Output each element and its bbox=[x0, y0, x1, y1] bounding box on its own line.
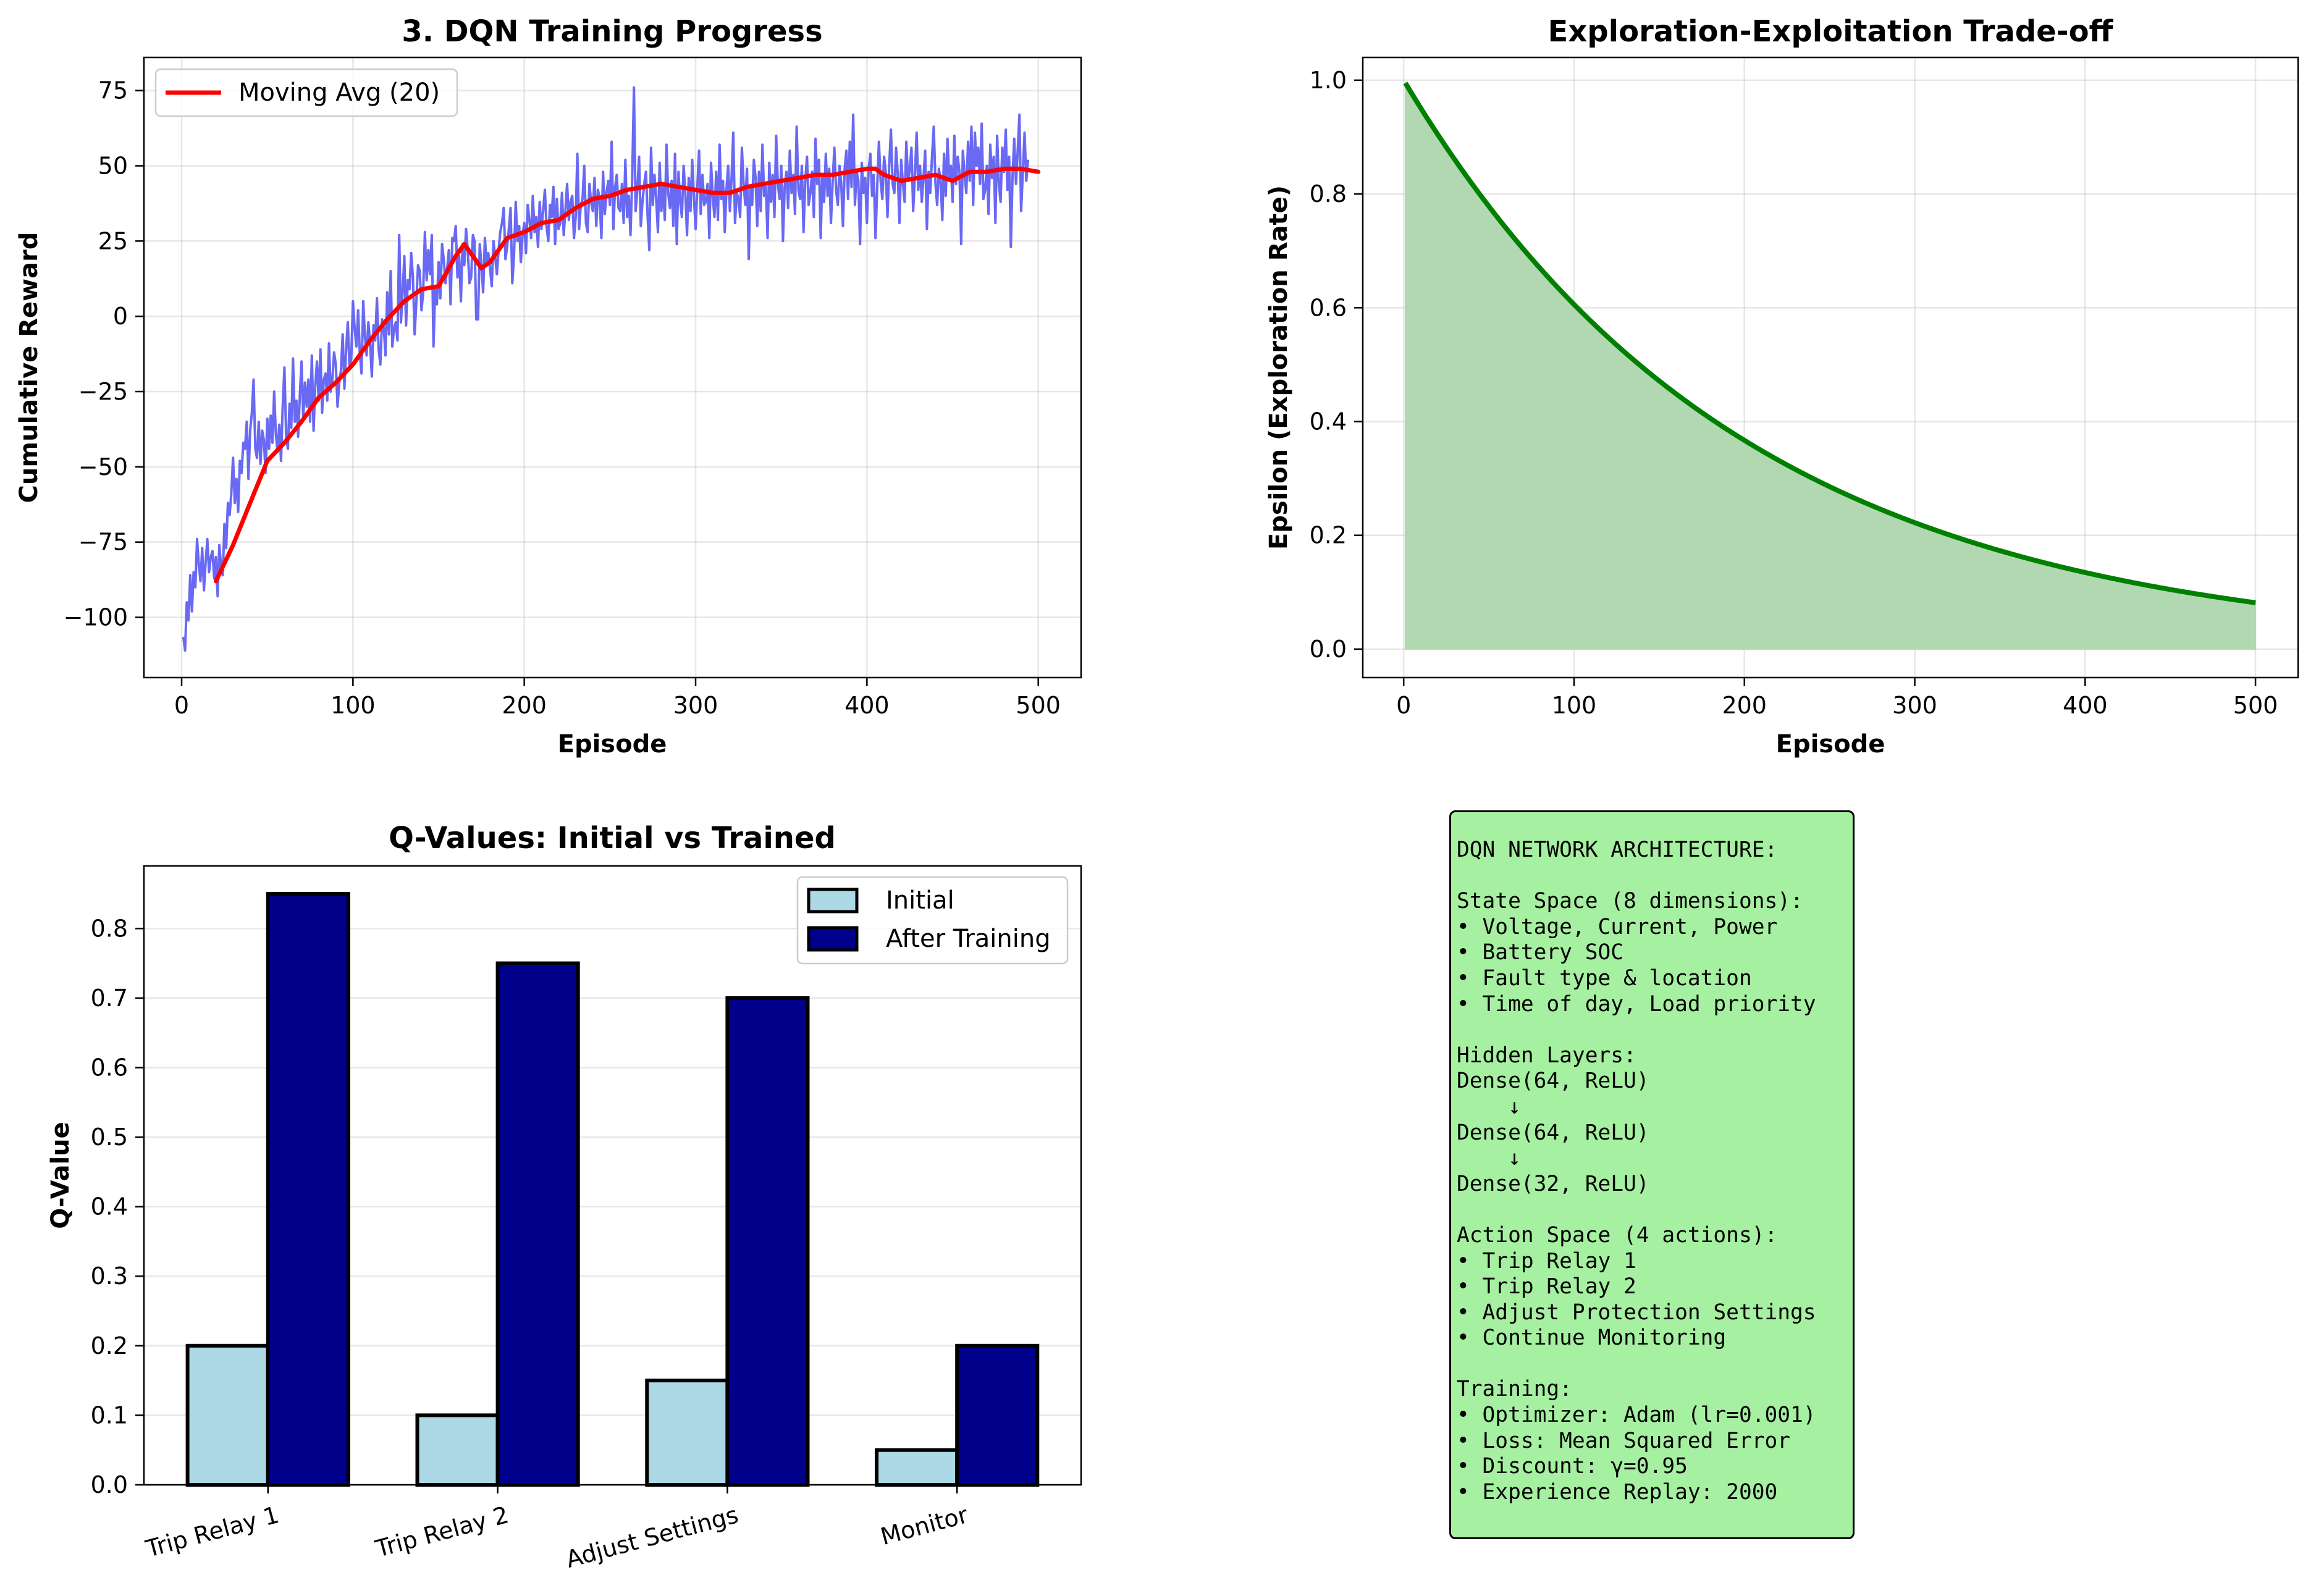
exploration-xtick-label: 100 bbox=[1552, 692, 1597, 719]
exploration-ytick-label: 0.8 bbox=[1310, 180, 1347, 208]
training-progress-ytick-label: −50 bbox=[78, 453, 128, 481]
q-values-ytick-label: 0.0 bbox=[91, 1471, 128, 1498]
after-training-bar bbox=[495, 961, 580, 1487]
training-progress-plot bbox=[182, 86, 1041, 652]
q-values-ytick-label: 0.4 bbox=[91, 1193, 128, 1220]
training-progress-xtick-label: 400 bbox=[844, 692, 890, 719]
initial-bar bbox=[875, 1448, 959, 1487]
after-training-bar bbox=[266, 892, 350, 1487]
moving-avg-line bbox=[214, 166, 1041, 584]
q-values-ytick-label: 0.8 bbox=[91, 915, 128, 942]
legend-after-training-swatch bbox=[807, 926, 859, 952]
q-values-ytick-label: 0.3 bbox=[91, 1262, 128, 1290]
exploration-ytick-label: 0.6 bbox=[1310, 294, 1347, 321]
after-training-bar bbox=[725, 996, 810, 1487]
exploration-ylabel: Epsilon (Exploration Rate) bbox=[1265, 185, 1293, 550]
q-values-legend-box bbox=[796, 876, 1069, 965]
q-values-category-label: Monitor bbox=[878, 1501, 971, 1550]
q-values-ylabel: Q-Value bbox=[46, 1122, 75, 1229]
exploration-xtick-label: 500 bbox=[2233, 692, 2278, 719]
training-progress-xtick-label: 0 bbox=[174, 692, 189, 719]
exploration-ticks: 0 100 200 300 400 500 0.0 0.2 0.4 0.6 0.8 1.0 bbox=[1310, 67, 2278, 719]
training-progress-xtick-label: 100 bbox=[331, 692, 376, 719]
training-progress-ytick-label: −100 bbox=[64, 604, 128, 631]
q-values-category-label: Adjust Settings bbox=[563, 1501, 741, 1573]
training-progress-ytick-label: 75 bbox=[98, 77, 128, 104]
exploration-chart: 0 100 200 300 400 500 0.0 0.2 0.4 0.6 0.8 1.0 Explo… bbox=[1265, 14, 2299, 758]
q-values-plot bbox=[185, 892, 1040, 1487]
epsilon-line bbox=[1403, 82, 2257, 605]
training-progress-xtick-label: 200 bbox=[502, 692, 547, 719]
q-values-ytick-label: 0.7 bbox=[91, 985, 128, 1012]
training-progress-ytick-label: 0 bbox=[113, 303, 128, 330]
architecture-info-text: DQN NETWORK ARCHITECTURE: State Space (8… bbox=[1457, 838, 1816, 1505]
training-progress-frame bbox=[143, 56, 1082, 679]
exploration-title: Exploration-Exploitation Trade-off bbox=[1548, 14, 2114, 49]
initial-bar bbox=[415, 1413, 500, 1487]
legend-after-training-label: After Training bbox=[886, 925, 1051, 953]
training-progress-ytick-label: −75 bbox=[78, 529, 128, 556]
q-values-ytick-label: 0.6 bbox=[91, 1054, 128, 1081]
after-training-bar bbox=[955, 1343, 1040, 1487]
initial-bar bbox=[185, 1343, 270, 1487]
training-progress-ticks: 0 100 200 300 400 500 −100 −75 −50 −25 0 25 50 75 bbox=[64, 77, 1061, 719]
exploration-frame bbox=[1362, 56, 2299, 679]
exploration-ytick-label: 0.0 bbox=[1310, 636, 1347, 663]
q-values-frame bbox=[143, 865, 1082, 1486]
training-progress-xtick-label: 500 bbox=[1016, 692, 1061, 719]
legend-initial-label: Initial bbox=[886, 886, 954, 915]
exploration-ytick-label: 1.0 bbox=[1310, 67, 1347, 94]
exploration-ytick-label: 0.2 bbox=[1310, 522, 1347, 549]
q-values-ytick-label: 0.5 bbox=[91, 1124, 128, 1151]
training-progress-title: 3. DQN Training Progress bbox=[402, 14, 822, 49]
training-progress-xlabel: Episode bbox=[558, 730, 667, 758]
q-values-category-label: Trip Relay 2 bbox=[372, 1501, 512, 1563]
exploration-xtick-label: 200 bbox=[1722, 692, 1767, 719]
exploration-plot bbox=[1403, 80, 2257, 650]
q-values-ytick-label: 0.2 bbox=[91, 1332, 128, 1359]
q-values-title: Q-Values: Initial vs Trained bbox=[389, 821, 836, 855]
architecture-info-box bbox=[1449, 810, 1855, 1539]
training-progress-ytick-label: 50 bbox=[98, 152, 128, 179]
legend-initial-swatch bbox=[807, 888, 859, 914]
q-values-ytick-label: 0.1 bbox=[91, 1401, 128, 1429]
exploration-xtick-label: 400 bbox=[2063, 692, 2108, 719]
training-progress-legend: Moving Avg (20) bbox=[154, 68, 458, 117]
training-progress-xtick-label: 300 bbox=[673, 692, 718, 719]
training-progress-legend-box bbox=[154, 68, 458, 117]
raw-reward-line bbox=[182, 86, 1029, 652]
initial-bar bbox=[645, 1379, 730, 1487]
exploration-xtick-label: 0 bbox=[1396, 692, 1411, 719]
legend-moving-avg-label: Moving Avg (20) bbox=[238, 78, 440, 107]
training-progress-ytick-label: −25 bbox=[78, 378, 128, 405]
q-values-chart: 0.0 0.1 0.2 0.3 0.4 0.5 0.6 0.7 0.8 Trip Relay 1 T… bbox=[46, 821, 1082, 1573]
training-progress-ylabel: Cumulative Reward bbox=[15, 232, 43, 503]
epsilon-area bbox=[1404, 80, 2257, 650]
exploration-xlabel: Episode bbox=[1776, 730, 1885, 758]
exploration-ytick-label: 0.4 bbox=[1310, 408, 1347, 435]
training-progress-chart: 0 100 200 300 400 500 −100 −75 −50 −25 0 25 50 75 3. … bbox=[15, 14, 1082, 758]
training-progress-ytick-label: 25 bbox=[98, 227, 128, 254]
q-values-category-label: Trip Relay 1 bbox=[143, 1501, 282, 1563]
exploration-xtick-label: 300 bbox=[1892, 692, 1937, 719]
q-values-legend: Initial After Training bbox=[796, 876, 1069, 965]
